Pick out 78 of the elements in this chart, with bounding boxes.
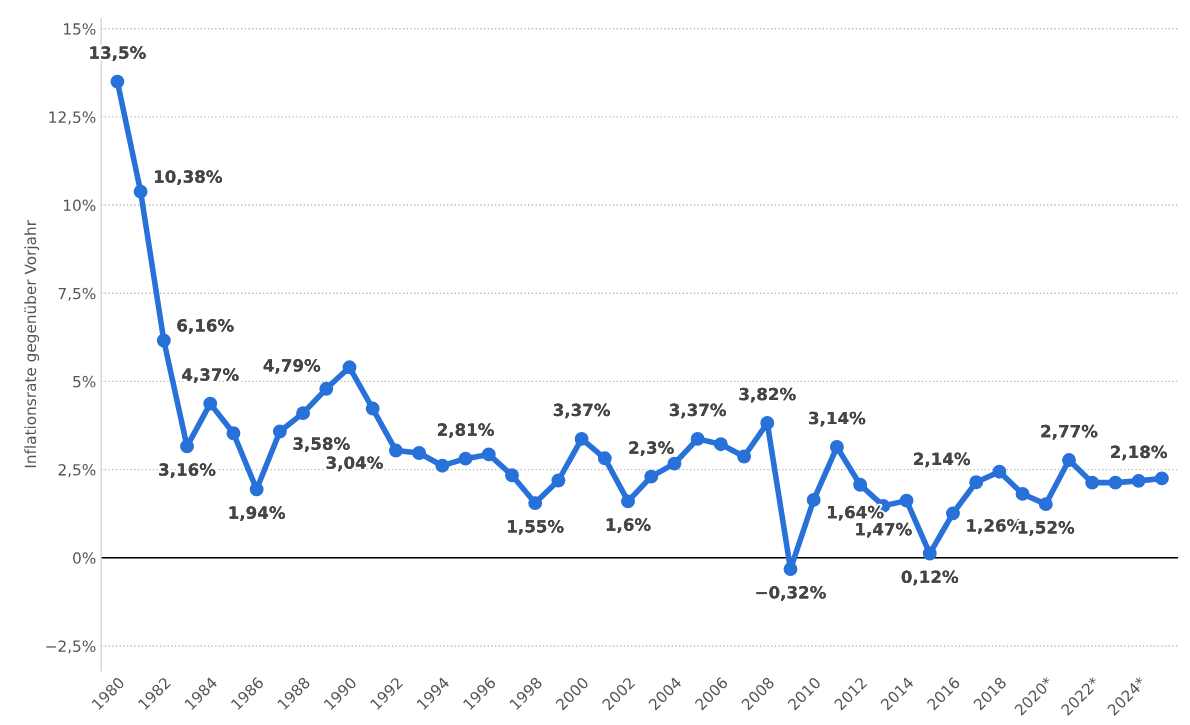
data-label: 3,04% [326,456,383,472]
point [412,446,427,460]
y-tick-label: 7,5% [58,287,96,301]
point [574,431,589,446]
data-label: 4,37% [182,368,239,384]
data-label: 1,47% [856,522,912,538]
point [644,469,659,484]
point [435,458,450,473]
point [713,437,728,452]
point [737,449,752,464]
point [1062,453,1076,468]
point [528,496,543,511]
data-label: 1,94% [229,506,286,522]
point [133,184,148,199]
point [1085,475,1100,490]
y-tick-label: 10% [64,199,96,212]
point [1108,475,1123,490]
point [969,475,984,490]
point [1154,471,1169,486]
data-label: 1,64% [828,505,884,521]
data-label: 4,79% [263,359,321,374]
point [946,506,960,521]
y-tick-label: 5% [73,375,96,388]
point [1131,473,1146,488]
point [829,440,844,454]
data-label: 6,16% [177,319,234,334]
data-label: 3,58% [293,437,350,453]
data-label: 3,16% [159,463,216,478]
data-label: 2,18% [1111,445,1168,461]
data-label: 1,6% [606,518,651,534]
data-label: 3,37% [553,403,610,419]
point [458,451,473,466]
y-tick-label: 2,5% [58,464,96,478]
point [853,477,868,492]
point [783,562,798,576]
point [365,401,380,416]
point [203,396,218,411]
point [388,443,403,458]
point [621,494,635,509]
data-label: 3,37% [669,403,727,419]
y-tick-label: 0% [73,552,96,564]
point [226,426,241,441]
point [249,482,264,497]
point [551,473,566,488]
y-axis-title: Inflationsrate gegenüber Vorjahr [24,220,40,468]
point [481,447,496,462]
point [156,333,171,348]
point [505,468,519,483]
data-label: 0,12% [901,570,959,586]
data-label: 1,55% [508,520,564,535]
point [899,493,914,508]
point [272,424,287,439]
point [760,416,775,430]
y-tick-label: −2,5% [46,640,96,654]
point [319,381,334,396]
y-tick-label: 12,5% [49,111,96,125]
data-label: 3,82% [739,387,796,403]
point [296,406,311,421]
point [1038,497,1053,512]
point [922,546,937,561]
y-tick-label: 15% [64,23,96,35]
point [110,74,125,89]
point [597,451,612,466]
point [1015,486,1030,501]
point [342,360,357,375]
data-label: 3,14% [809,411,866,427]
data-label: 2,3% [629,441,674,457]
data-label: 10,38% [154,170,222,185]
point [667,456,682,471]
point [180,439,194,454]
data-label: 2,14% [914,452,971,468]
point [806,492,821,507]
data-label: −0,32% [756,586,826,601]
data-label: 13,5% [90,46,146,62]
data-label: 2,81% [437,423,494,439]
point [690,431,705,446]
data-label: 2,77% [1041,424,1098,440]
point [992,464,1007,479]
